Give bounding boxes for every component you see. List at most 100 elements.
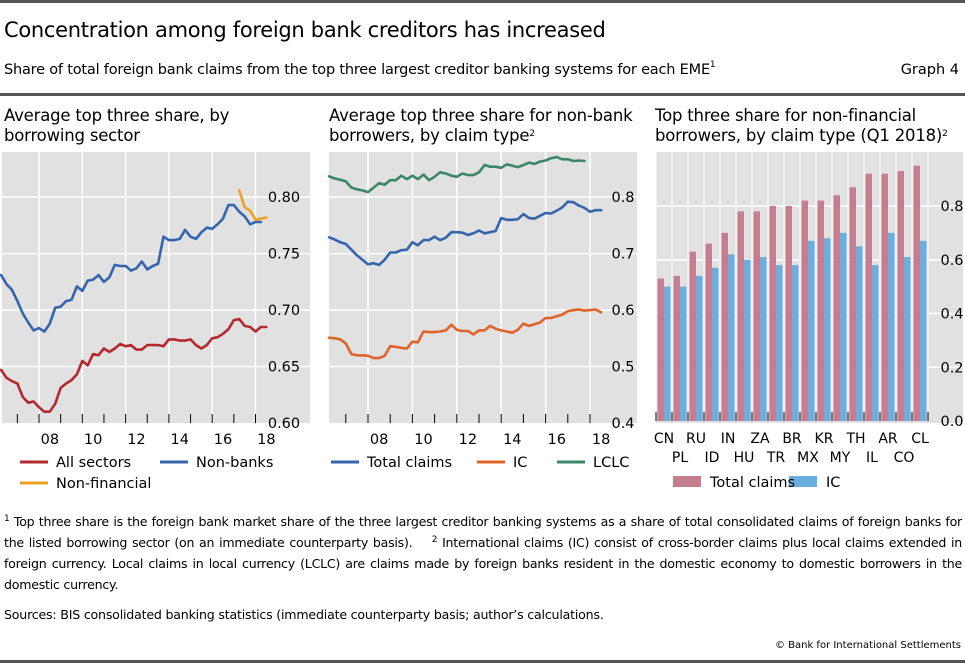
legend-label: IC (826, 475, 840, 491)
bar-total-claims (801, 200, 808, 421)
bar-total-claims (689, 251, 696, 421)
bar-total-claims (673, 275, 680, 421)
series-line-lclc (327, 155, 586, 194)
y-tick-label: 0.5 (611, 360, 634, 376)
plot-background (2, 152, 310, 423)
panel2-legend: Total claims IC LCLC (331, 455, 629, 471)
y-tick-label: 0.80 (268, 190, 300, 206)
y-tick-label: 0.7 (611, 247, 634, 263)
x-tick-label: 10 (84, 432, 102, 448)
bar-ic (840, 232, 847, 421)
sources-note: Sources: BIS consolidated banking statis… (4, 607, 604, 622)
x-tick-label: 14 (170, 432, 188, 448)
bar-total-claims (913, 165, 920, 421)
bar-ic (808, 240, 815, 421)
series-line-total-claims (327, 200, 603, 267)
panel2-title: Average top three share for non-bank bor… (329, 106, 639, 146)
x-tick-label: 12 (127, 432, 145, 448)
x-tick-label: 18 (592, 432, 610, 448)
legend-label: LCLC (593, 455, 629, 471)
x-tick-label: KR (815, 431, 834, 447)
bar-ic (680, 286, 687, 421)
x-tick-label: ZA (750, 431, 770, 447)
bar-total-claims (721, 232, 728, 421)
bottom-rule (0, 660, 965, 663)
footnote1-text: Top three share is the foreign bank mark… (4, 514, 962, 550)
bar-ic (856, 246, 863, 421)
panel2-title-text: Average top three share for non-bank bor… (329, 106, 633, 145)
bar-ic (744, 259, 751, 421)
bar-total-claims (753, 211, 760, 421)
panel3-plot (655, 152, 963, 423)
x-tick-label: 08 (41, 432, 59, 448)
x-tick-label: TH (845, 431, 865, 447)
bar-total-claims (865, 173, 872, 421)
footnote2-text: International claims (IC) consist of cro… (4, 535, 962, 592)
panel3-title-text: Top three share for non-financial borrow… (655, 106, 943, 145)
legend-label: Total claims (709, 475, 795, 491)
series-line-non-financial (238, 189, 268, 221)
x-tick-label: CO (894, 450, 915, 466)
x-tick-label: HU (734, 450, 755, 466)
legend-swatch (673, 476, 701, 487)
bar-total-claims (785, 206, 792, 421)
copyright: © Bank for International Settlements (774, 640, 961, 651)
charts-canvas: 0.60 0.65 0.70 0.75 0.80 08 10 12 14 16 18 All sect… (0, 152, 964, 492)
bar-total-claims (833, 195, 840, 421)
panel1-legend: All sectors Non-banks Non-financial (20, 455, 273, 492)
bar-ic (920, 240, 927, 421)
x-tick-label: MY (830, 450, 851, 466)
x-tick-label: IL (866, 450, 878, 466)
bar-total-claims (881, 173, 888, 421)
panel3-legend (673, 476, 817, 487)
bar-ic (872, 265, 879, 421)
x-tick-label: 10 (414, 432, 432, 448)
footnotes: 1 Top three share is the foreign bank ma… (4, 511, 962, 595)
bar-total-claims (849, 187, 856, 421)
x-tick-label: RU (686, 431, 706, 447)
y-tick-label: 0.70 (268, 303, 300, 319)
panel2-title-note: 2 (529, 129, 535, 139)
x-tick-label: TR (766, 450, 786, 466)
bar-ic (824, 238, 831, 421)
x-tick-label: 14 (503, 432, 521, 448)
bar-ic (664, 286, 671, 421)
y-tick-label: 0.4 (940, 307, 963, 323)
x-tick-label: 16 (214, 432, 232, 448)
bar-ic (792, 265, 799, 421)
legend-label: All sectors (56, 455, 131, 471)
top-rule (0, 0, 965, 3)
y-tick-label: 0.6 (940, 253, 963, 269)
footnote2-mark: 2 (431, 535, 438, 545)
series-line-non-banks (0, 203, 263, 333)
bar-total-claims (657, 278, 664, 421)
bar-ic (696, 275, 703, 421)
graph-subtitle-text: Share of total foreign bank claims from … (4, 62, 710, 78)
x-tick-label: 08 (370, 432, 388, 448)
y-tick-label: 0.6 (611, 303, 634, 319)
legend-swatch (789, 476, 817, 487)
plot-background (329, 152, 637, 423)
x-tick-label: MX (797, 450, 819, 466)
x-tick-label: 18 (257, 432, 275, 448)
bar-total-claims (705, 243, 712, 421)
bar-ic (728, 254, 735, 421)
bar-total-claims (897, 171, 904, 421)
series-line-ic (327, 308, 603, 360)
x-tick-label: ID (705, 450, 720, 466)
y-tick-label: 0.8 (611, 190, 634, 206)
bar-ic (904, 257, 911, 421)
graph-subtitle: Share of total foreign bank claims from … (4, 60, 716, 78)
x-tick-label: 12 (459, 432, 477, 448)
bar-total-claims (817, 200, 824, 421)
bar-ic (712, 267, 719, 421)
legend-label: Non-banks (196, 455, 273, 471)
graph-title: Concentration among foreign bank credito… (4, 18, 606, 42)
x-tick-label: CN (654, 431, 674, 447)
panel1-plot (0, 152, 310, 423)
bar-ic (760, 257, 767, 421)
panel1-title-text: Average top three share, by borrowing se… (4, 106, 230, 145)
bar-ic (776, 265, 783, 421)
panel1-title: Average top three share, by borrowing se… (4, 106, 304, 146)
bar-ic (888, 232, 895, 421)
